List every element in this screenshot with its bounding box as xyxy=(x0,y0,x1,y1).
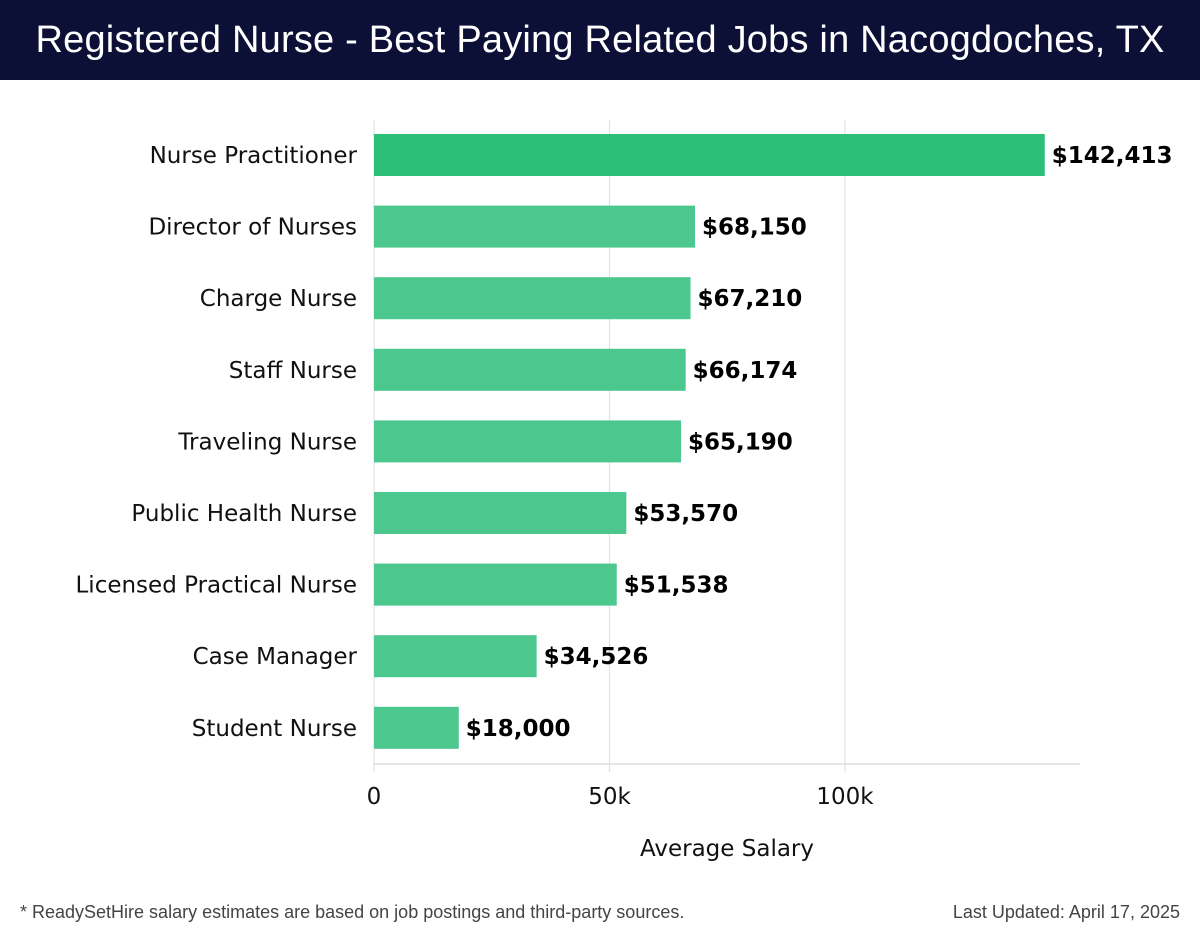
value-label: $68,150 xyxy=(702,215,807,241)
x-tick-label: 100k xyxy=(816,784,874,810)
last-updated: Last Updated: April 17, 2025 xyxy=(952,902,1180,922)
chart-header: Registered Nurse - Best Paying Related J… xyxy=(0,0,1200,80)
value-labels: $142,413 $68,150 $67,210 $66,174 $65,190 $53,… xyxy=(466,143,1173,742)
value-label: $51,538 xyxy=(624,573,729,599)
value-label: $34,526 xyxy=(544,644,649,670)
bar xyxy=(374,635,537,678)
x-axis-title: Average Salary xyxy=(640,836,814,862)
category-labels: Nurse Practitioner Director of Nurses Char… xyxy=(75,143,357,742)
value-label: $18,000 xyxy=(466,716,571,742)
bar xyxy=(374,277,691,320)
value-label: $53,570 xyxy=(633,501,738,527)
value-label: $67,210 xyxy=(698,286,803,312)
category-label: Traveling Nurse xyxy=(177,429,357,455)
salary-bar-chart: Nurse Practitioner Director of Nurses Char… xyxy=(75,120,1173,862)
category-label: Licensed Practical Nurse xyxy=(75,573,357,599)
category-label: Charge Nurse xyxy=(200,286,357,312)
bar xyxy=(374,492,627,534)
value-label: $66,174 xyxy=(693,358,798,384)
value-label: $142,413 xyxy=(1052,143,1173,169)
footer-note: * ReadySetHire salary estimates are base… xyxy=(20,902,685,922)
bar xyxy=(374,563,617,606)
bars xyxy=(374,134,1045,749)
category-label: Case Manager xyxy=(193,644,358,670)
chart-title: Registered Nurse - Best Paying Related J… xyxy=(35,18,1165,61)
x-tick-label: 0 xyxy=(367,784,382,810)
bar xyxy=(374,205,695,248)
category-label: Public Health Nurse xyxy=(131,501,357,527)
category-label: Director of Nurses xyxy=(148,215,357,241)
category-label: Student Nurse xyxy=(192,716,357,742)
bar xyxy=(374,420,682,463)
category-label: Staff Nurse xyxy=(229,358,357,384)
category-label: Nurse Practitioner xyxy=(150,143,358,169)
x-tick-label: 50k xyxy=(588,784,631,810)
bar xyxy=(374,134,1045,176)
bar xyxy=(374,706,459,749)
bar xyxy=(374,348,686,391)
value-label: $65,190 xyxy=(688,429,793,455)
x-axis-ticks: 0 50k 100k xyxy=(367,784,875,810)
